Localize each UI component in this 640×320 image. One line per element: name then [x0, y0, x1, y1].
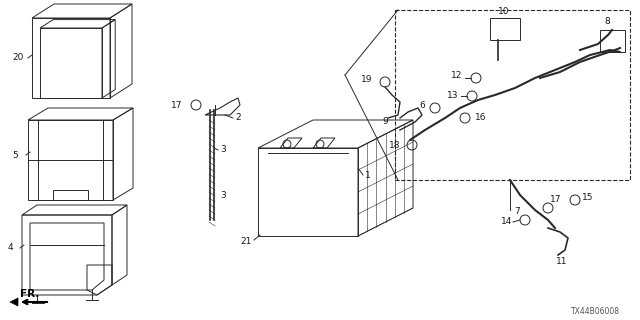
Text: 18: 18: [388, 140, 400, 149]
Text: 5: 5: [12, 150, 18, 159]
Text: TX44B06008: TX44B06008: [571, 308, 620, 316]
Text: 1: 1: [365, 171, 371, 180]
Polygon shape: [10, 298, 18, 306]
Text: 12: 12: [451, 71, 462, 81]
Text: 8: 8: [604, 18, 610, 27]
Text: 3: 3: [220, 190, 226, 199]
Text: 21: 21: [240, 237, 252, 246]
Text: 6: 6: [419, 101, 425, 110]
Text: 9: 9: [382, 117, 388, 126]
Text: 10: 10: [498, 7, 509, 17]
Text: 13: 13: [447, 92, 458, 100]
Text: 15: 15: [582, 194, 593, 203]
Text: 4: 4: [8, 244, 13, 252]
Text: 19: 19: [360, 76, 372, 84]
Text: 2: 2: [235, 114, 241, 123]
Text: 16: 16: [475, 114, 486, 123]
Text: FR.: FR.: [20, 289, 40, 299]
Text: 14: 14: [500, 218, 512, 227]
Text: 20: 20: [12, 53, 24, 62]
Text: 17: 17: [170, 100, 182, 109]
Text: 11: 11: [556, 258, 568, 267]
Text: 3: 3: [220, 146, 226, 155]
Text: 17: 17: [550, 196, 561, 204]
Text: 7: 7: [514, 207, 520, 217]
